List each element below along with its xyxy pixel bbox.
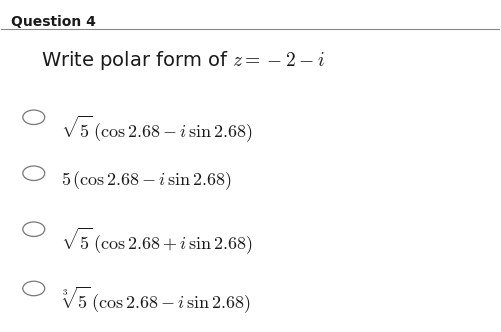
Text: $\sqrt{5}\,(\cos 2.68 + i\,\sin 2.68)$: $\sqrt{5}\,(\cos 2.68 + i\,\sin 2.68)$ [61,225,253,256]
Text: $\sqrt{5}\,(\cos 2.68 - i\,\sin 2.68)$: $\sqrt{5}\,(\cos 2.68 - i\,\sin 2.68)$ [61,113,253,144]
Text: $5\,(\cos 2.68 - i\,\sin 2.68)$: $5\,(\cos 2.68 - i\,\sin 2.68)$ [61,169,232,192]
Text: $\sqrt[3]{5}\,(\cos 2.68 - i\,\sin 2.68)$: $\sqrt[3]{5}\,(\cos 2.68 - i\,\sin 2.68)… [61,285,251,315]
Text: Question 4: Question 4 [12,15,96,29]
Text: Write polar form of $z = -2 - i$: Write polar form of $z = -2 - i$ [41,49,325,72]
